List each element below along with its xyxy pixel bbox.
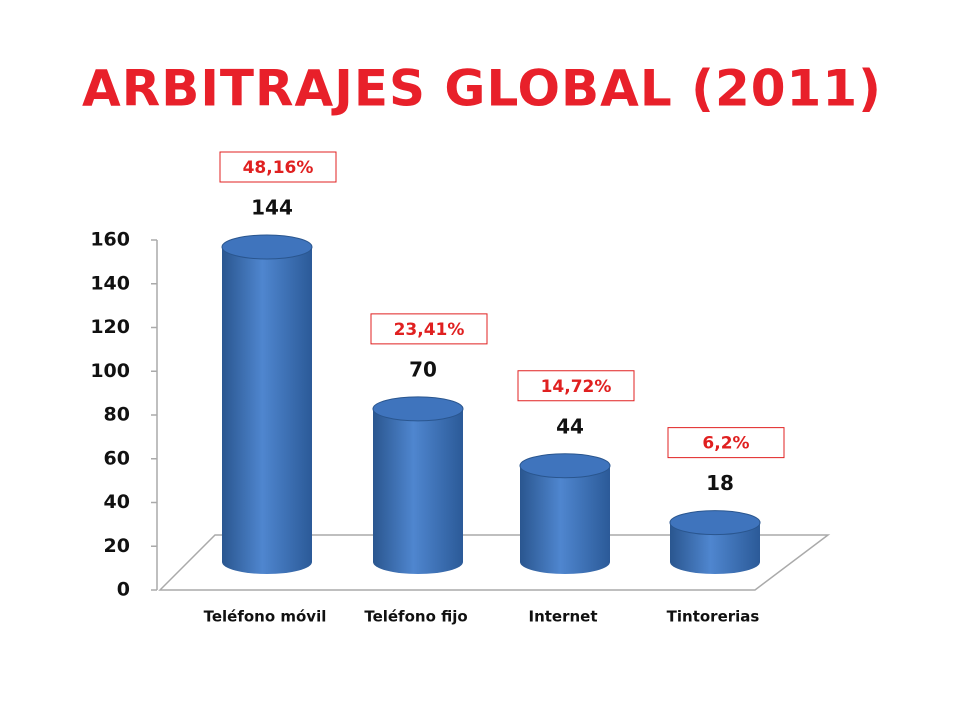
annotation-box xyxy=(219,151,337,183)
annotation-box xyxy=(370,313,488,345)
annotation-box xyxy=(517,370,635,402)
y-tick-label: 140 xyxy=(90,272,130,294)
bar xyxy=(520,453,610,574)
value-label: 70 xyxy=(409,357,437,381)
x-tick-label: Teléfono móvil xyxy=(204,608,327,626)
annotation: 23,41% xyxy=(394,320,465,340)
bar-top xyxy=(519,453,611,479)
annotation: 14,72% xyxy=(541,377,612,397)
y-tick-label: 20 xyxy=(104,535,130,557)
y-tick-label: 160 xyxy=(90,229,130,251)
bar-top xyxy=(372,396,464,422)
annotation: 6,2% xyxy=(702,434,749,454)
chart-title: ARBITRAJES GLOBAL (2011) xyxy=(82,60,882,118)
annotation-box xyxy=(667,427,785,459)
x-tick-label: Teléfono fijo xyxy=(364,608,467,626)
x-tick-label: Internet xyxy=(528,608,597,626)
y-tick-label: 100 xyxy=(90,360,130,382)
value-label: 44 xyxy=(556,414,584,438)
y-tick-label: 80 xyxy=(104,404,130,426)
x-tick-label: Tintorerias xyxy=(667,608,760,626)
y-tick-label: 0 xyxy=(117,579,130,601)
bar xyxy=(222,235,312,574)
y-tick-label: 120 xyxy=(90,316,130,338)
y-tick-label: 60 xyxy=(104,447,130,469)
bar xyxy=(373,396,463,574)
annotation: 48,16% xyxy=(243,158,314,178)
bar-top xyxy=(221,234,313,260)
y-tick-label: 40 xyxy=(104,491,130,513)
value-label: 144 xyxy=(251,196,293,220)
value-label: 18 xyxy=(706,471,734,495)
bar-top xyxy=(669,510,761,536)
floor xyxy=(158,534,831,591)
